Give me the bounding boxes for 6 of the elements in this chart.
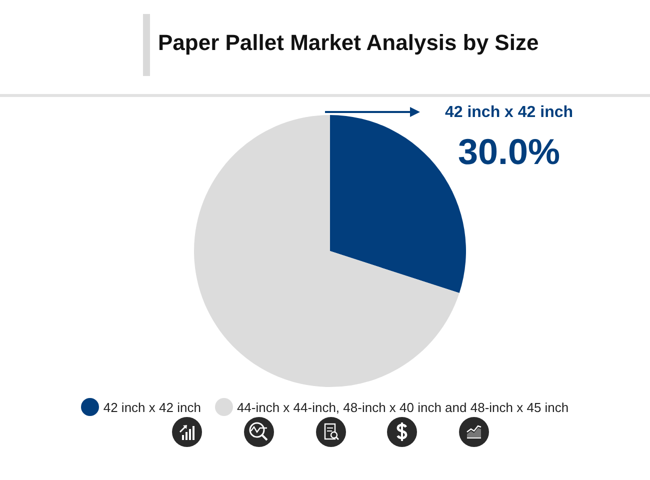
chart-title: Paper Pallet Market Analysis by Size [158, 30, 539, 55]
text: 42 inch x 42 inch [444, 104, 574, 121]
pie-slice [194, 115, 460, 387]
legend-label: 44-inch x 44-inch, 48-inch x 40 inch and 48-inch x 45 inch [236, 400, 569, 414]
data-label: 30.0% [458, 131, 560, 172]
legend-label: 42 inch x 42 inch [103, 400, 201, 414]
